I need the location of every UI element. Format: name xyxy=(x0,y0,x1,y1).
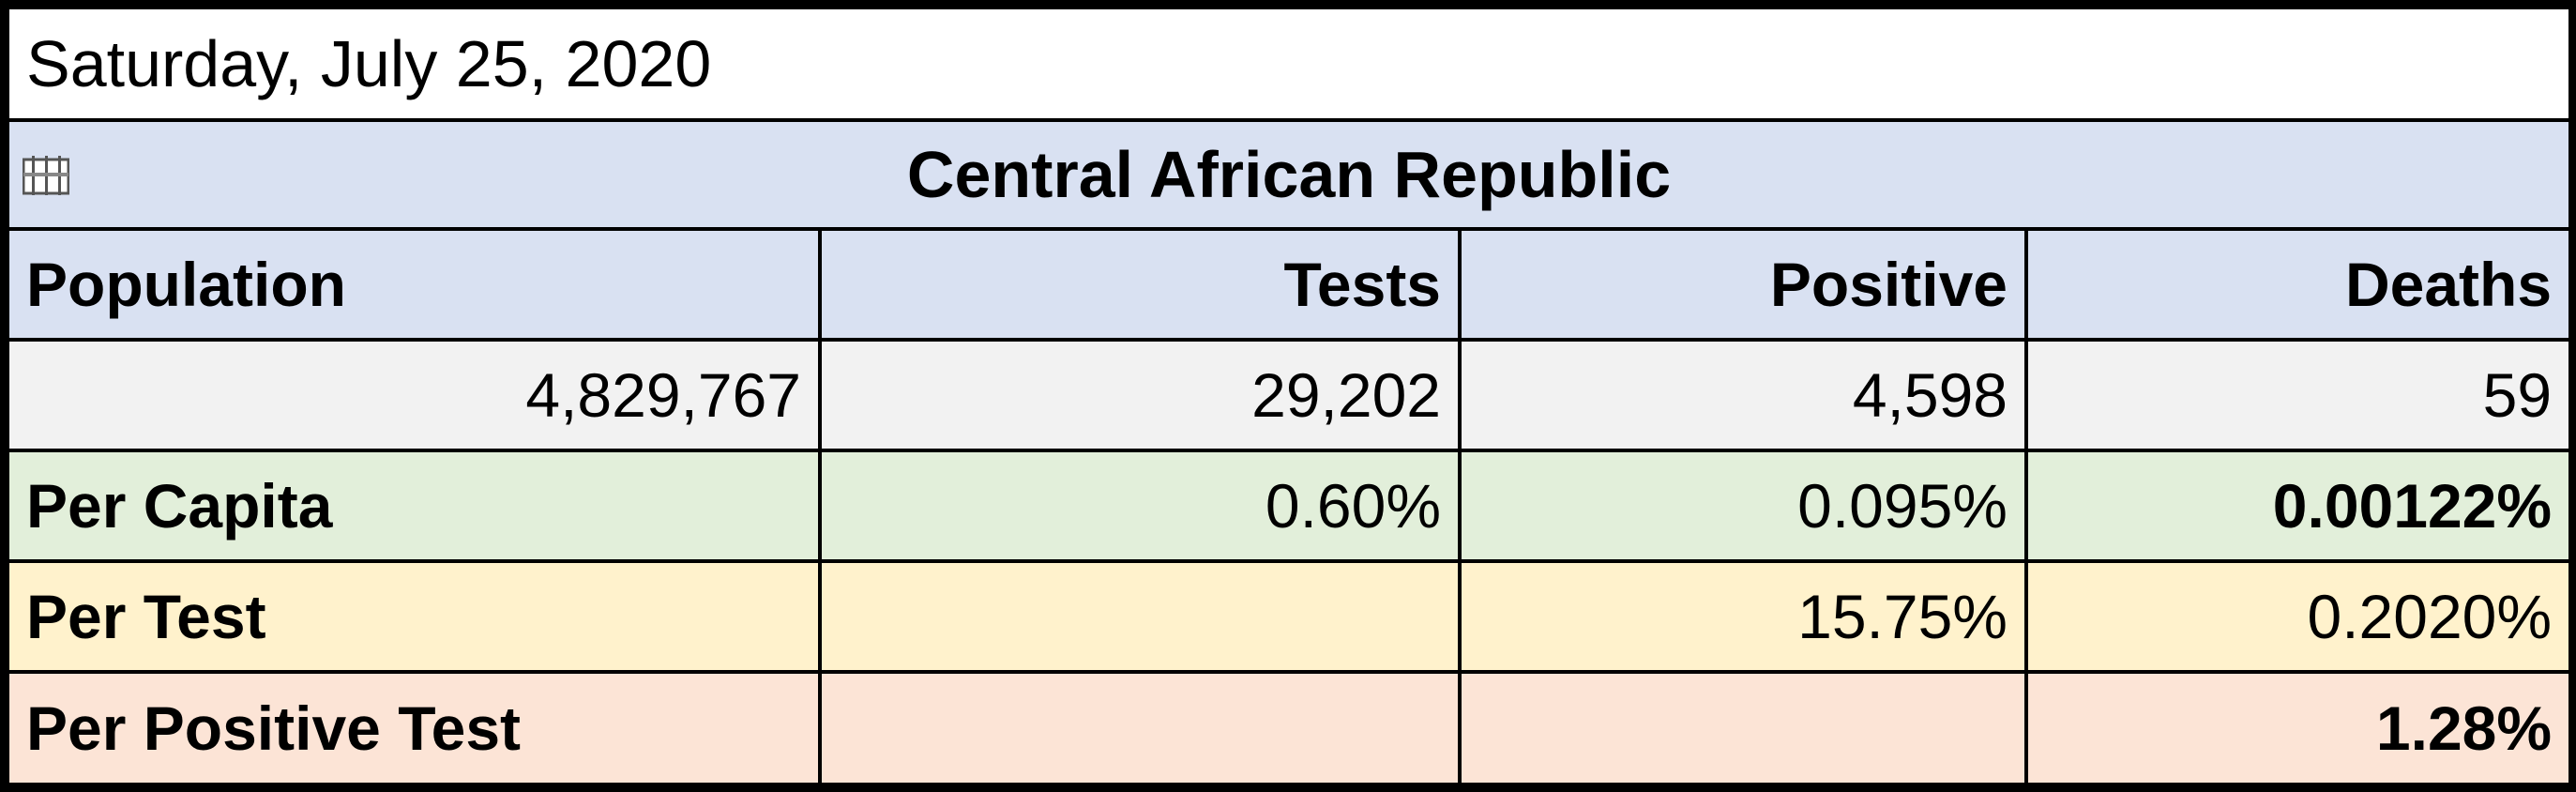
per-positive-test-tests xyxy=(818,670,1462,786)
header-row: Population Tests Positive Deaths xyxy=(6,227,2573,342)
per-test-deaths: 0.2020% xyxy=(2023,559,2573,674)
per-capita-positive: 0.095% xyxy=(1458,449,2028,563)
per-test-tests xyxy=(818,559,1462,674)
header-population: Population xyxy=(6,227,822,342)
value-deaths: 59 xyxy=(2023,338,2573,452)
broken-flag-icon xyxy=(23,156,69,195)
per-test-row: Per Test 15.75% 0.2020% xyxy=(6,559,2573,674)
date-cell: Saturday, July 25, 2020 xyxy=(5,6,2573,122)
country-row: Central African Republic xyxy=(5,118,2573,231)
per-capita-tests: 0.60% xyxy=(818,449,1462,563)
per-positive-test-deaths: 1.28% xyxy=(2023,670,2573,786)
per-positive-test-positive xyxy=(1458,670,2028,786)
header-tests: Tests xyxy=(818,227,1462,342)
per-positive-test-label: Per Positive Test xyxy=(6,670,822,786)
per-capita-row: Per Capita 0.60% 0.095% 0.00122% xyxy=(6,449,2573,563)
values-row: 4,829,767 29,202 4,598 59 xyxy=(6,338,2573,452)
value-positive: 4,598 xyxy=(1458,338,2028,452)
per-capita-label: Per Capita xyxy=(6,449,822,563)
per-capita-deaths: 0.00122% xyxy=(2023,449,2573,563)
country-cell: Central African Republic xyxy=(5,118,2573,231)
stats-table: Saturday, July 25, 2020 Central African … xyxy=(5,6,2573,786)
country-name: Central African Republic xyxy=(906,138,1672,211)
date-row: Saturday, July 25, 2020 xyxy=(5,6,2573,122)
header-positive: Positive xyxy=(1458,227,2028,342)
value-tests: 29,202 xyxy=(818,338,1462,452)
header-deaths: Deaths xyxy=(2023,227,2573,342)
per-test-label: Per Test xyxy=(6,559,822,674)
per-positive-test-row: Per Positive Test 1.28% xyxy=(6,670,2573,786)
per-test-positive: 15.75% xyxy=(1458,559,2028,674)
value-population: 4,829,767 xyxy=(6,338,822,452)
